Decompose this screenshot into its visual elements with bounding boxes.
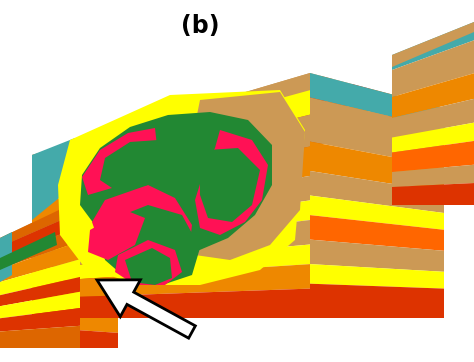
Polygon shape: [80, 330, 118, 348]
Polygon shape: [115, 240, 182, 285]
Polygon shape: [0, 259, 80, 295]
Polygon shape: [310, 97, 444, 167]
Polygon shape: [310, 215, 444, 251]
Polygon shape: [392, 165, 474, 187]
Polygon shape: [80, 200, 118, 237]
Polygon shape: [392, 99, 474, 138]
Polygon shape: [13, 208, 105, 252]
Polygon shape: [32, 289, 310, 318]
Polygon shape: [0, 241, 80, 282]
Polygon shape: [200, 148, 260, 222]
Polygon shape: [80, 286, 118, 313]
Polygon shape: [88, 210, 145, 260]
Polygon shape: [392, 22, 474, 67]
Polygon shape: [32, 176, 310, 240]
Polygon shape: [32, 244, 310, 282]
Polygon shape: [112, 94, 410, 181]
Polygon shape: [133, 99, 428, 186]
Polygon shape: [195, 130, 268, 235]
Polygon shape: [310, 195, 444, 230]
Polygon shape: [32, 73, 310, 167]
Polygon shape: [80, 218, 118, 257]
Polygon shape: [58, 90, 305, 285]
Polygon shape: [0, 212, 80, 258]
Polygon shape: [32, 201, 310, 253]
Polygon shape: [75, 84, 370, 171]
Polygon shape: [92, 89, 391, 176]
Polygon shape: [150, 104, 444, 190]
Polygon shape: [43, 76, 334, 161]
Polygon shape: [32, 115, 310, 204]
Polygon shape: [125, 248, 172, 285]
Polygon shape: [80, 241, 118, 275]
Polygon shape: [0, 227, 80, 269]
Polygon shape: [92, 185, 192, 268]
Polygon shape: [0, 308, 80, 332]
Polygon shape: [82, 128, 158, 195]
Polygon shape: [0, 200, 93, 246]
Polygon shape: [0, 277, 80, 306]
Polygon shape: [392, 40, 474, 97]
Polygon shape: [32, 220, 310, 269]
Polygon shape: [0, 200, 80, 247]
Polygon shape: [392, 22, 474, 70]
Polygon shape: [0, 232, 57, 270]
Polygon shape: [32, 138, 75, 220]
Polygon shape: [32, 73, 321, 158]
Polygon shape: [0, 326, 80, 348]
Polygon shape: [32, 264, 310, 298]
Polygon shape: [100, 140, 165, 192]
Polygon shape: [32, 90, 310, 183]
Polygon shape: [25, 214, 118, 260]
Polygon shape: [310, 171, 444, 213]
Polygon shape: [392, 73, 474, 118]
Polygon shape: [80, 307, 118, 333]
Polygon shape: [32, 147, 310, 223]
Polygon shape: [180, 92, 305, 260]
Polygon shape: [56, 79, 353, 166]
Polygon shape: [310, 240, 444, 272]
Polygon shape: [0, 292, 80, 318]
Polygon shape: [392, 183, 474, 205]
Polygon shape: [392, 141, 474, 172]
Polygon shape: [310, 264, 444, 289]
Text: (b): (b): [181, 14, 219, 38]
Polygon shape: [0, 232, 12, 282]
Polygon shape: [100, 205, 200, 285]
Polygon shape: [310, 284, 444, 318]
Polygon shape: [392, 123, 474, 152]
Polygon shape: [80, 112, 272, 258]
Polygon shape: [310, 73, 444, 129]
Polygon shape: [80, 262, 118, 295]
FancyArrow shape: [97, 280, 195, 338]
Polygon shape: [310, 142, 444, 192]
